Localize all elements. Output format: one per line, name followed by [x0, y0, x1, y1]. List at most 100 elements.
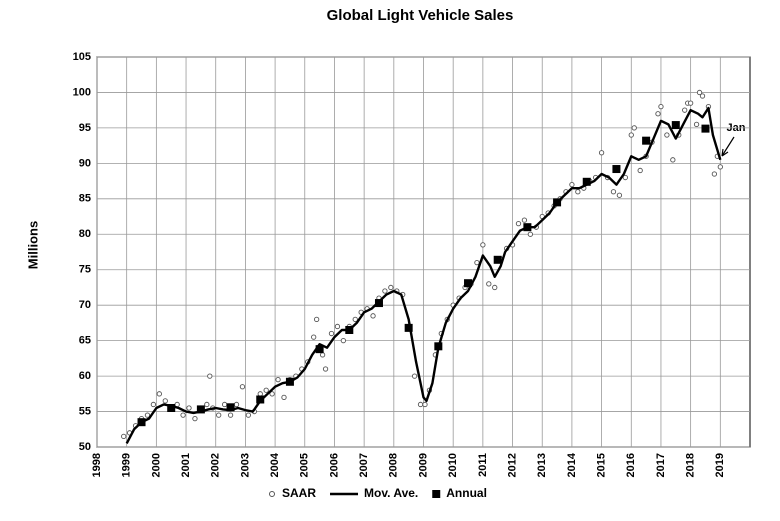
saar-point [699, 93, 706, 99]
x-tick-label: 2000 [150, 453, 162, 477]
annual-point [701, 124, 710, 133]
x-tick-label: 2009 [417, 453, 429, 477]
annual-point [167, 404, 176, 412]
x-tick-label: 2003 [239, 453, 251, 477]
saar-point [192, 415, 198, 422]
x-tick-label: 2014 [566, 452, 578, 477]
x-tick-label: 2012 [506, 453, 518, 477]
annual-point [256, 395, 265, 404]
annual-point [464, 279, 473, 288]
saar-point [569, 181, 575, 188]
saar-point [411, 373, 418, 379]
saar-point [204, 401, 210, 408]
saar-point [717, 164, 723, 170]
saar-point [515, 220, 522, 227]
y-tick-label: 50 [79, 441, 91, 453]
saar-point [245, 412, 252, 418]
annotation-arrow [721, 136, 735, 157]
saar-point [263, 387, 269, 393]
legend-label: Mov. Ave. [364, 486, 418, 500]
saar-point [257, 391, 263, 397]
saar-point [693, 121, 700, 128]
saar-point [631, 125, 637, 131]
saar-point [682, 107, 688, 113]
annual-point [612, 165, 621, 174]
annual-point [315, 345, 324, 354]
saar-point [687, 100, 694, 106]
x-tick-label: 2008 [388, 453, 400, 477]
x-tick-label: 2010 [447, 453, 459, 477]
saar-point [696, 89, 703, 96]
legend-marker [432, 490, 441, 498]
annual-point [582, 177, 591, 186]
saar-point [664, 132, 670, 138]
saar-point [521, 217, 528, 223]
x-tick-label: 2004 [269, 452, 281, 477]
saar-point [144, 412, 151, 418]
saar-point [180, 412, 186, 418]
saar-point [352, 316, 358, 323]
y-tick-label: 100 [73, 86, 91, 98]
legend-label: SAAR [282, 486, 316, 500]
y-tick-label: 85 [79, 193, 91, 205]
saar-point [492, 284, 498, 291]
saar-point [162, 398, 168, 404]
x-tick-label: 1998 [91, 453, 103, 477]
saar-point [207, 373, 213, 379]
saar-point [239, 384, 246, 390]
saar-point [616, 192, 623, 198]
y-tick-label: 75 [79, 264, 91, 276]
saar-point [340, 337, 347, 344]
saar-point [474, 259, 480, 266]
saar-point [186, 405, 192, 411]
saar-point [670, 157, 676, 163]
saar-point [233, 401, 240, 408]
saar-point [121, 433, 127, 440]
x-tick-label: 2017 [655, 453, 667, 477]
saar-point [156, 391, 162, 397]
saar-point [328, 330, 335, 337]
saar-point [610, 189, 617, 195]
saar-point [417, 401, 424, 408]
annual-point [345, 326, 354, 334]
saar-point [370, 313, 376, 319]
annual-point [285, 377, 294, 386]
saar-point [622, 174, 628, 181]
x-tick-label: 2002 [210, 453, 222, 477]
saar-point [480, 242, 486, 248]
annual-point [671, 121, 680, 130]
annual-point [553, 198, 562, 207]
x-tick-label: 1999 [121, 453, 133, 477]
saar-point [150, 401, 157, 408]
y-tick-label: 80 [79, 228, 91, 240]
saar-point [311, 334, 317, 340]
annual-point [434, 342, 443, 351]
saar-point [281, 394, 287, 401]
x-tick-label: 2019 [714, 453, 726, 477]
legend-marker [269, 491, 275, 497]
saar-point [486, 281, 492, 287]
annual-point [523, 223, 532, 232]
saar-point [227, 412, 234, 418]
saar-point [658, 103, 664, 110]
saar-point [319, 352, 326, 358]
annual-point [374, 299, 383, 308]
x-tick-label: 2011 [477, 453, 489, 477]
saar-point [388, 284, 394, 291]
saar-point [711, 171, 718, 177]
y-tick-label: 95 [79, 122, 91, 134]
x-tick-label: 2016 [625, 453, 637, 477]
y-axis-label: Millions [25, 221, 40, 269]
saar-point [575, 189, 581, 195]
legend-label: Annual [446, 486, 487, 500]
annual-point [642, 136, 651, 145]
x-tick-label: 2013 [536, 453, 548, 477]
saar-point [322, 366, 329, 372]
annual-point [226, 403, 235, 412]
y-tick-label: 55 [79, 405, 91, 417]
x-tick-label: 2015 [595, 453, 607, 477]
y-tick-label: 65 [79, 335, 91, 347]
saar-point [598, 150, 605, 156]
saar-point [628, 132, 634, 138]
